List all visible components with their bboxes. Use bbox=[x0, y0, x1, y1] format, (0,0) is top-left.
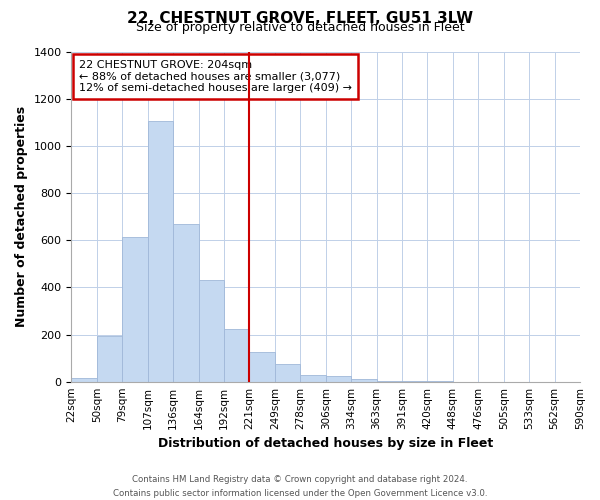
Bar bbox=[224, 328, 250, 382]
Bar bbox=[300, 374, 326, 382]
Bar bbox=[275, 364, 300, 382]
Bar bbox=[97, 336, 122, 382]
Bar bbox=[250, 352, 275, 382]
X-axis label: Distribution of detached houses by size in Fleet: Distribution of detached houses by size … bbox=[158, 437, 493, 450]
Bar bbox=[199, 280, 224, 382]
Text: 22 CHESTNUT GROVE: 204sqm
← 88% of detached houses are smaller (3,077)
12% of se: 22 CHESTNUT GROVE: 204sqm ← 88% of detac… bbox=[79, 60, 352, 93]
Bar bbox=[122, 236, 148, 382]
Bar bbox=[71, 378, 97, 382]
Bar bbox=[173, 224, 199, 382]
Bar bbox=[351, 380, 377, 382]
Y-axis label: Number of detached properties: Number of detached properties bbox=[15, 106, 28, 327]
Text: Size of property relative to detached houses in Fleet: Size of property relative to detached ho… bbox=[136, 22, 464, 35]
Bar bbox=[377, 380, 402, 382]
Bar bbox=[148, 121, 173, 382]
Bar bbox=[326, 376, 351, 382]
Text: 22, CHESTNUT GROVE, FLEET, GU51 3LW: 22, CHESTNUT GROVE, FLEET, GU51 3LW bbox=[127, 11, 473, 26]
Text: Contains HM Land Registry data © Crown copyright and database right 2024.
Contai: Contains HM Land Registry data © Crown c… bbox=[113, 476, 487, 498]
